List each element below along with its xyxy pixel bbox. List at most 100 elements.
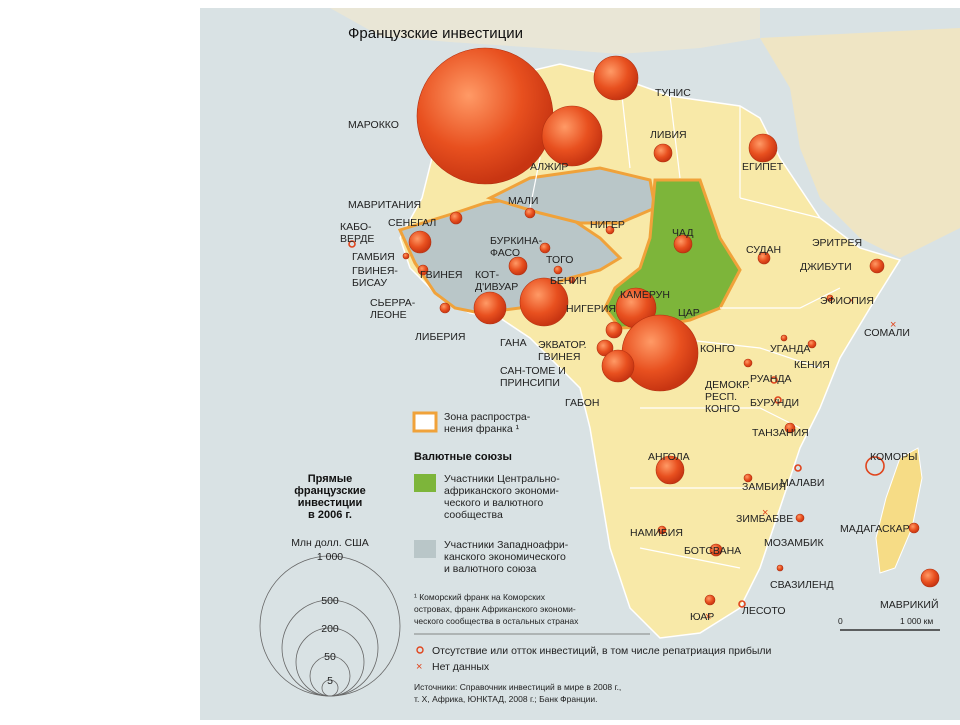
no-investment-marker-comoros — [865, 456, 885, 476]
label-kenya: КЕНИЯ — [794, 359, 830, 371]
scale-km: 1 000 км — [900, 616, 933, 626]
label-togo: ТОГО — [546, 254, 573, 266]
no-investment-icon — [416, 646, 424, 654]
label-guinea-bissau: ГВИНЕЯ-БИСАУ — [352, 265, 398, 289]
status-markers: × × × × — [348, 240, 896, 623]
bubble-togo — [553, 265, 563, 275]
label-mozambique: МОЗАМБИК — [764, 537, 824, 549]
label-uganda: УГАНДА — [770, 343, 810, 355]
bubble-burkina — [539, 242, 551, 254]
bubble-benin — [568, 276, 576, 284]
label-egypt: ЕГИПЕТ — [742, 161, 784, 173]
size-legend-unit: Млн долл. США — [291, 537, 369, 549]
label-congo: КОНГО — [700, 343, 735, 355]
size-label-4: 5 — [327, 675, 333, 687]
size-label-0: 1 000 — [317, 551, 343, 563]
label-guinea: ГВИНЕЯ — [420, 269, 462, 281]
label-eritrea: ЭРИТРЕЯ — [812, 237, 862, 249]
bubble-zambia — [743, 473, 753, 483]
label-sierra-leone: СЬЕРРА-ЛЕОНЕ — [370, 297, 416, 321]
bubble-senegal — [408, 230, 432, 254]
label-algeria: АЛЖИР — [530, 161, 568, 173]
bubble-gabon — [621, 314, 699, 392]
europe-land — [330, 8, 760, 54]
label-liberia: ЛИБЕРИЯ — [415, 331, 465, 343]
arabia-land — [760, 28, 960, 258]
label-namibia: НАМИБИЯ — [630, 527, 683, 539]
bubble-kenya — [807, 339, 817, 349]
label-burkina: БУРКИНА-ФАСО — [490, 235, 543, 259]
label-tunisia: ТУНИС — [655, 87, 691, 99]
no-investment-marker-lesotho — [738, 600, 746, 608]
legend-franc-swatch — [412, 411, 438, 433]
label-eq-guinea: ЭКВАТОР. ГВИНЕЯ — [538, 339, 587, 363]
label-zambia: ЗАМБИЯ — [742, 481, 786, 493]
bubble-chad — [673, 234, 693, 254]
bubble-south-africa — [704, 594, 716, 606]
bubble-guinea — [417, 264, 429, 276]
label-angola: АНГОЛА — [648, 451, 690, 463]
label-rwanda: РУАНДА — [750, 373, 791, 385]
bubble-angola — [655, 455, 685, 485]
bubble-tunisia — [593, 55, 639, 101]
bubble-nigeria — [519, 277, 569, 327]
bubble-egypt — [748, 133, 778, 163]
label-sudan: СУДАН — [746, 244, 781, 256]
no-investment-marker-burundi — [774, 396, 782, 404]
bubble-botswana — [709, 543, 723, 557]
bubble-congo — [601, 349, 635, 383]
bubble-mauritius — [920, 568, 940, 588]
size-legend-circles: 1 000 500 200 50 5 — [259, 551, 401, 697]
label-cameroon: КАМЕРУН — [620, 289, 670, 301]
legend: Зона распростра-нения франка ¹ Валютные … — [412, 411, 940, 704]
bubble-madagascar — [908, 522, 920, 534]
label-burundi: БУРУНДИ — [750, 397, 799, 409]
size-legend-title: Прямые французские инвестиции в 2006 г. — [294, 473, 366, 521]
madagascar-land — [875, 447, 923, 574]
no-data-marker-somalia: × — [890, 319, 896, 331]
legend-uemoa-swatch — [414, 540, 436, 558]
bubble-ethiopia — [826, 294, 834, 302]
bubble-mauritania — [449, 211, 463, 225]
map-panel: Французские инвестиции × × × × МАРОККО ТУНИС… — [200, 8, 960, 720]
bubble-sao-tome — [596, 339, 614, 357]
size-label-1: 500 — [321, 595, 339, 607]
bubble-mozambique — [795, 513, 805, 523]
label-gambia: ГАМБИЯ — [352, 251, 395, 263]
map-svg: Французские инвестиции × × × × МАРОККО ТУНИС… — [200, 8, 960, 720]
no-investment-marker-malawi — [794, 464, 802, 472]
bubble-swaziland — [776, 564, 784, 572]
size-label-3: 50 — [324, 651, 336, 663]
legend-sources: Источники: Справочник инвестиций в мире … — [414, 682, 621, 704]
legend-footnote: ¹ Коморский франк на Коморских островах, … — [414, 592, 579, 626]
label-malawi: МАЛАВИ — [780, 477, 824, 489]
bubble-tanzania — [784, 422, 796, 434]
label-car: ЦАР — [678, 307, 700, 319]
bubble-niger — [605, 225, 615, 235]
legend-no-investment: Отсутствие или отток инвестиций, в том ч… — [432, 645, 772, 657]
label-mauritania: МАВРИТАНИЯ — [348, 199, 421, 211]
label-lesotho: ЛЕСОТО — [742, 605, 786, 617]
label-chad: ЧАД — [672, 227, 693, 239]
label-drc: ДЕМОКР. РЕСП. КОНГО — [705, 379, 750, 415]
legend-franc-label: Зона распростра-нения франка ¹ — [444, 411, 531, 435]
label-cape-verde: КАБО-ВЕРДЕ — [340, 221, 374, 245]
bubble-namibia — [657, 525, 667, 535]
size-legend: Прямые французские инвестиции в 2006 г. Млн… — [259, 473, 401, 697]
label-senegal: СЕНЕГАЛ — [388, 217, 436, 229]
label-morocco: МАРОККО — [348, 119, 399, 131]
map-title: Французские инвестиции — [348, 25, 523, 42]
label-gabon: ГАБОН — [565, 397, 600, 409]
bubble-algeria — [541, 105, 603, 167]
bubble-sudan — [757, 251, 771, 265]
size-circle-4 — [321, 679, 339, 697]
bubble-liberia — [439, 302, 451, 314]
label-tanzania: ТАНЗАНИЯ — [752, 427, 809, 439]
bubble-gambia — [402, 252, 410, 260]
label-benin: БЕНИН — [550, 275, 587, 287]
label-djibouti: ДЖИБУТИ — [800, 261, 852, 273]
scale-zero: 0 — [838, 616, 843, 626]
no-data-marker-zimbabwe: × — [762, 507, 768, 519]
country-labels: МАРОККО ТУНИС ЛИВИЯ АЛЖИР ЕГИПЕТ МАВРИТАНИЯ МА… — [340, 87, 939, 623]
label-swaziland: СВАЗИЛЕНД — [770, 579, 834, 591]
